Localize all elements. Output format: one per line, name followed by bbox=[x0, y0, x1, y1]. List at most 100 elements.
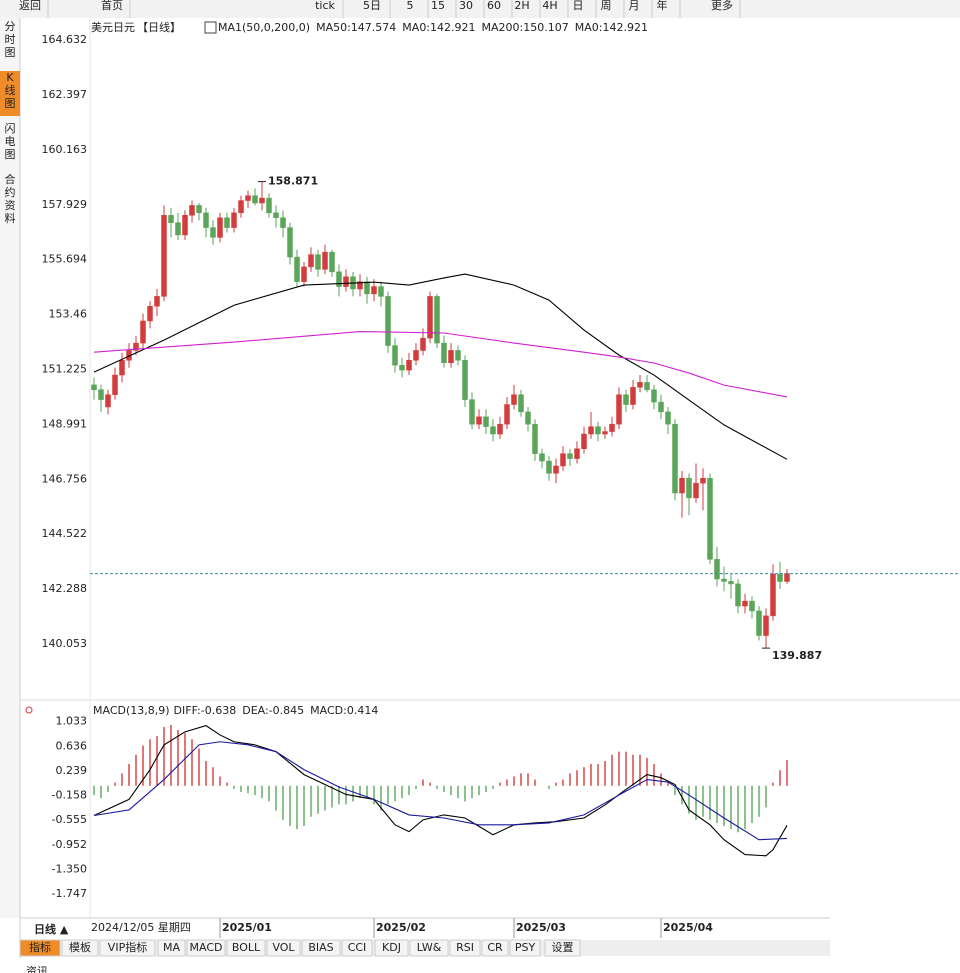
candle-body bbox=[448, 350, 454, 363]
candle-body bbox=[672, 423, 678, 494]
tab[interactable] bbox=[509, 939, 541, 957]
tab-label[interactable]: MACD bbox=[190, 941, 223, 954]
y-tick-label: 148.991 bbox=[42, 417, 88, 430]
candle-body bbox=[777, 573, 783, 582]
candle-body bbox=[539, 453, 545, 462]
tab[interactable] bbox=[341, 939, 373, 957]
tab[interactable] bbox=[374, 939, 409, 957]
moving-average-line bbox=[93, 273, 788, 460]
candle-body bbox=[427, 296, 433, 339]
period-label: 【日线】 bbox=[137, 20, 181, 34]
tab-label[interactable]: BOLL bbox=[232, 941, 261, 954]
y-tick-label: 164.632 bbox=[42, 33, 88, 46]
candle-body bbox=[98, 389, 104, 400]
sidebar-tab[interactable]: 闪电图 bbox=[5, 121, 16, 161]
toolbar-button[interactable]: 5 bbox=[407, 0, 414, 12]
tab-label[interactable]: LW& bbox=[417, 941, 442, 954]
y-tick-label: -0.158 bbox=[52, 789, 87, 802]
candle-body bbox=[700, 477, 706, 484]
tab[interactable] bbox=[409, 939, 449, 957]
tab-label[interactable]: 模板 bbox=[69, 940, 91, 954]
candle-body bbox=[322, 251, 328, 270]
toolbar-button[interactable]: 周 bbox=[601, 0, 612, 12]
y-tick-label: 0.239 bbox=[56, 764, 88, 777]
candle-body bbox=[280, 217, 286, 228]
candle-body bbox=[546, 460, 552, 474]
high-label: 158.871 bbox=[268, 175, 318, 188]
y-tick-label: 1.033 bbox=[56, 715, 88, 728]
candle-body bbox=[497, 423, 503, 435]
candle-body bbox=[483, 416, 489, 427]
tab[interactable] bbox=[266, 939, 301, 957]
tab[interactable] bbox=[544, 939, 581, 957]
candle-body bbox=[602, 431, 608, 435]
toolbar-button[interactable]: tick bbox=[315, 0, 335, 12]
toolbar-button[interactable]: 2H bbox=[514, 0, 529, 12]
tab[interactable] bbox=[157, 939, 186, 957]
tab-label[interactable]: VOL bbox=[272, 941, 295, 954]
candle-body bbox=[168, 215, 174, 223]
period-button[interactable]: 日线 ▲ bbox=[34, 922, 69, 936]
candle-body bbox=[504, 404, 510, 425]
toolbar-button[interactable]: 15 bbox=[431, 0, 445, 12]
toolbar-button[interactable]: 月 bbox=[629, 0, 640, 12]
candle-body bbox=[637, 382, 643, 388]
tab-label[interactable]: CR bbox=[487, 941, 503, 954]
toolbar-button[interactable]: 年 bbox=[657, 0, 668, 12]
candle-body bbox=[651, 389, 657, 403]
tab-label[interactable]: 设置 bbox=[552, 941, 574, 954]
tab[interactable] bbox=[449, 939, 481, 957]
candle-body bbox=[266, 197, 272, 214]
candle-body bbox=[560, 453, 566, 467]
toolbar-button[interactable]: 5日 bbox=[363, 0, 381, 12]
tab[interactable] bbox=[301, 939, 341, 957]
candle-body bbox=[182, 215, 188, 236]
candle-body bbox=[665, 411, 671, 425]
candle-body bbox=[140, 320, 146, 344]
toolbar-button[interactable]: 30 bbox=[459, 0, 473, 12]
candle-body bbox=[742, 600, 748, 607]
indicator-icon bbox=[204, 21, 217, 34]
toolbar-button[interactable]: 4H bbox=[542, 0, 557, 12]
tab-label[interactable]: PSY bbox=[515, 941, 536, 954]
tab[interactable] bbox=[186, 939, 226, 957]
tab[interactable] bbox=[99, 939, 156, 957]
candle-body bbox=[273, 212, 279, 219]
tab[interactable] bbox=[226, 939, 266, 957]
tab[interactable] bbox=[481, 939, 509, 957]
tab-label[interactable]: BIAS bbox=[308, 941, 333, 954]
candle-body bbox=[735, 583, 741, 607]
toolbar-button[interactable]: 返回 bbox=[19, 0, 41, 12]
tab-label[interactable]: CCI bbox=[348, 941, 367, 954]
y-tick-label: 157.929 bbox=[42, 198, 88, 211]
sidebar-active[interactable] bbox=[0, 71, 20, 116]
y-tick-label: 162.397 bbox=[42, 88, 88, 101]
candle-body bbox=[707, 477, 713, 560]
y-tick-label: 153.46 bbox=[49, 308, 88, 321]
sidebar-tab[interactable]: 分时图 bbox=[5, 20, 16, 59]
candle-body bbox=[609, 423, 615, 432]
tab-label[interactable]: RSI bbox=[456, 941, 474, 954]
tab[interactable] bbox=[61, 939, 99, 957]
sidebar-tab[interactable]: K 线图 bbox=[5, 71, 16, 110]
candle-body bbox=[210, 227, 216, 238]
tab-label[interactable]: KDJ bbox=[382, 941, 401, 954]
tab-label[interactable]: VIP指标 bbox=[108, 940, 147, 954]
toolbar-button[interactable]: 日 bbox=[573, 0, 584, 12]
candle-body bbox=[364, 281, 370, 295]
candle-body bbox=[238, 200, 244, 214]
candle-body bbox=[119, 360, 125, 376]
y-tick-label: 160.163 bbox=[42, 143, 88, 156]
toolbar-button[interactable]: 首页 bbox=[101, 0, 123, 12]
sidebar-tab[interactable]: 合约资料 bbox=[5, 172, 16, 225]
toolbar-button[interactable]: 更多 bbox=[711, 0, 733, 12]
candle-body bbox=[105, 394, 111, 408]
tab-label[interactable]: MA bbox=[163, 941, 180, 954]
tab[interactable] bbox=[19, 939, 61, 957]
footer-tab[interactable]: 资讯 bbox=[26, 965, 48, 973]
tab-label[interactable]: 指标 bbox=[29, 940, 51, 954]
legend-entry: MA0:142.921 bbox=[402, 21, 475, 34]
candle-body bbox=[588, 426, 594, 435]
candle-body bbox=[315, 254, 321, 270]
toolbar-button[interactable]: 60 bbox=[487, 0, 501, 12]
